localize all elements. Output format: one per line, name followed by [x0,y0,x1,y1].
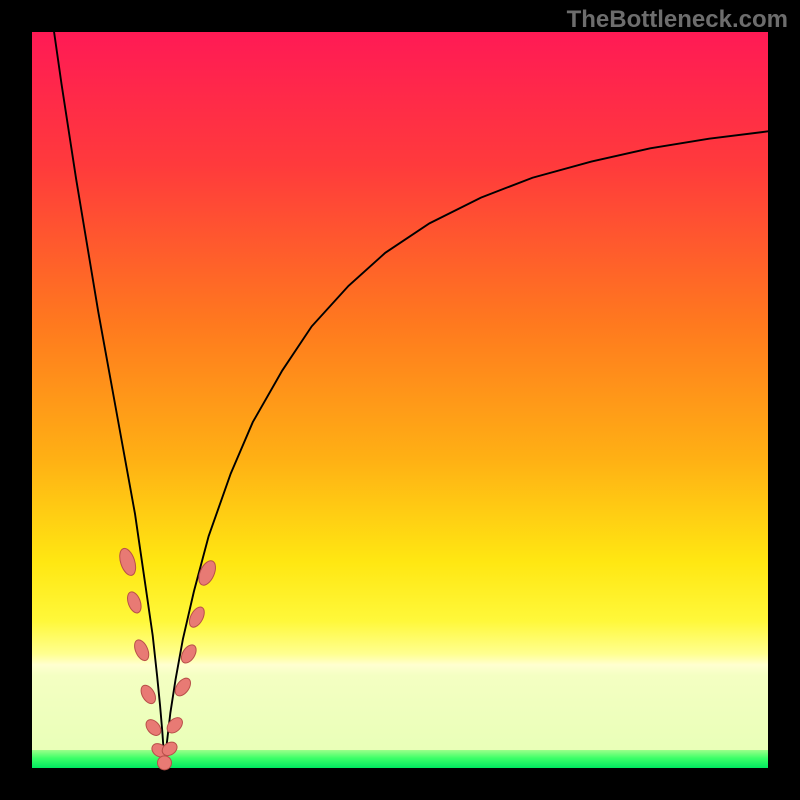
plot-area [32,32,768,768]
curve-layer [32,32,768,768]
curve-marker [138,683,158,706]
bottleneck-curve-right [164,131,768,768]
watermark-text: TheBottleneck.com [567,6,788,34]
curve-marker [157,756,171,770]
curve-marker [117,546,139,577]
curve-marker [132,638,152,663]
chart-stage: TheBottleneck.com [0,0,800,800]
curve-marker [125,590,144,615]
